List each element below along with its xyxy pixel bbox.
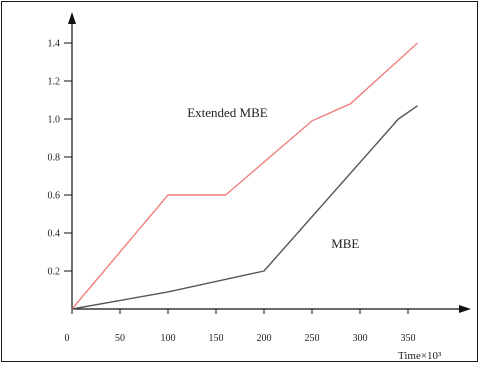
x-tick-label: 0 <box>65 333 70 344</box>
y-tick-label: 1.0 <box>48 115 61 126</box>
series-label-mbe: MBE <box>331 236 359 251</box>
series-line-extended-mbe <box>71 42 419 310</box>
x-tick-label: 350 <box>401 333 416 344</box>
y-ticks: 0.2 0.4 0.6 0.8 1.0 1.2 1.4 <box>48 39 72 278</box>
y-axis-arrow <box>68 12 76 24</box>
x-axis-title: Time×10³ <box>398 350 442 362</box>
x-ticks: 0 50 100 150 200 250 300 350 <box>65 309 416 344</box>
y-tick-label: 0.4 <box>48 229 61 240</box>
series-label-extended-mbe: Extended MBE <box>187 105 268 120</box>
series-labels: Extended MBE MBE <box>187 105 359 251</box>
x-tick-label: 150 <box>209 333 224 344</box>
x-tick-label: 100 <box>161 333 176 344</box>
x-axis-arrow <box>459 305 471 313</box>
y-tick-label: 0.2 <box>48 267 61 278</box>
x-tick-label: 200 <box>257 333 272 344</box>
y-tick-label: 0.8 <box>48 153 61 164</box>
series-line-mbe <box>71 105 418 310</box>
y-tick-label: 1.2 <box>48 77 61 88</box>
series-lines <box>71 42 419 310</box>
x-tick-label: 50 <box>115 333 125 344</box>
y-tick-label: 1.4 <box>48 39 61 50</box>
x-tick-label: 250 <box>305 333 320 344</box>
x-tick-label: 300 <box>353 333 368 344</box>
y-tick-label: 0.6 <box>48 191 61 202</box>
